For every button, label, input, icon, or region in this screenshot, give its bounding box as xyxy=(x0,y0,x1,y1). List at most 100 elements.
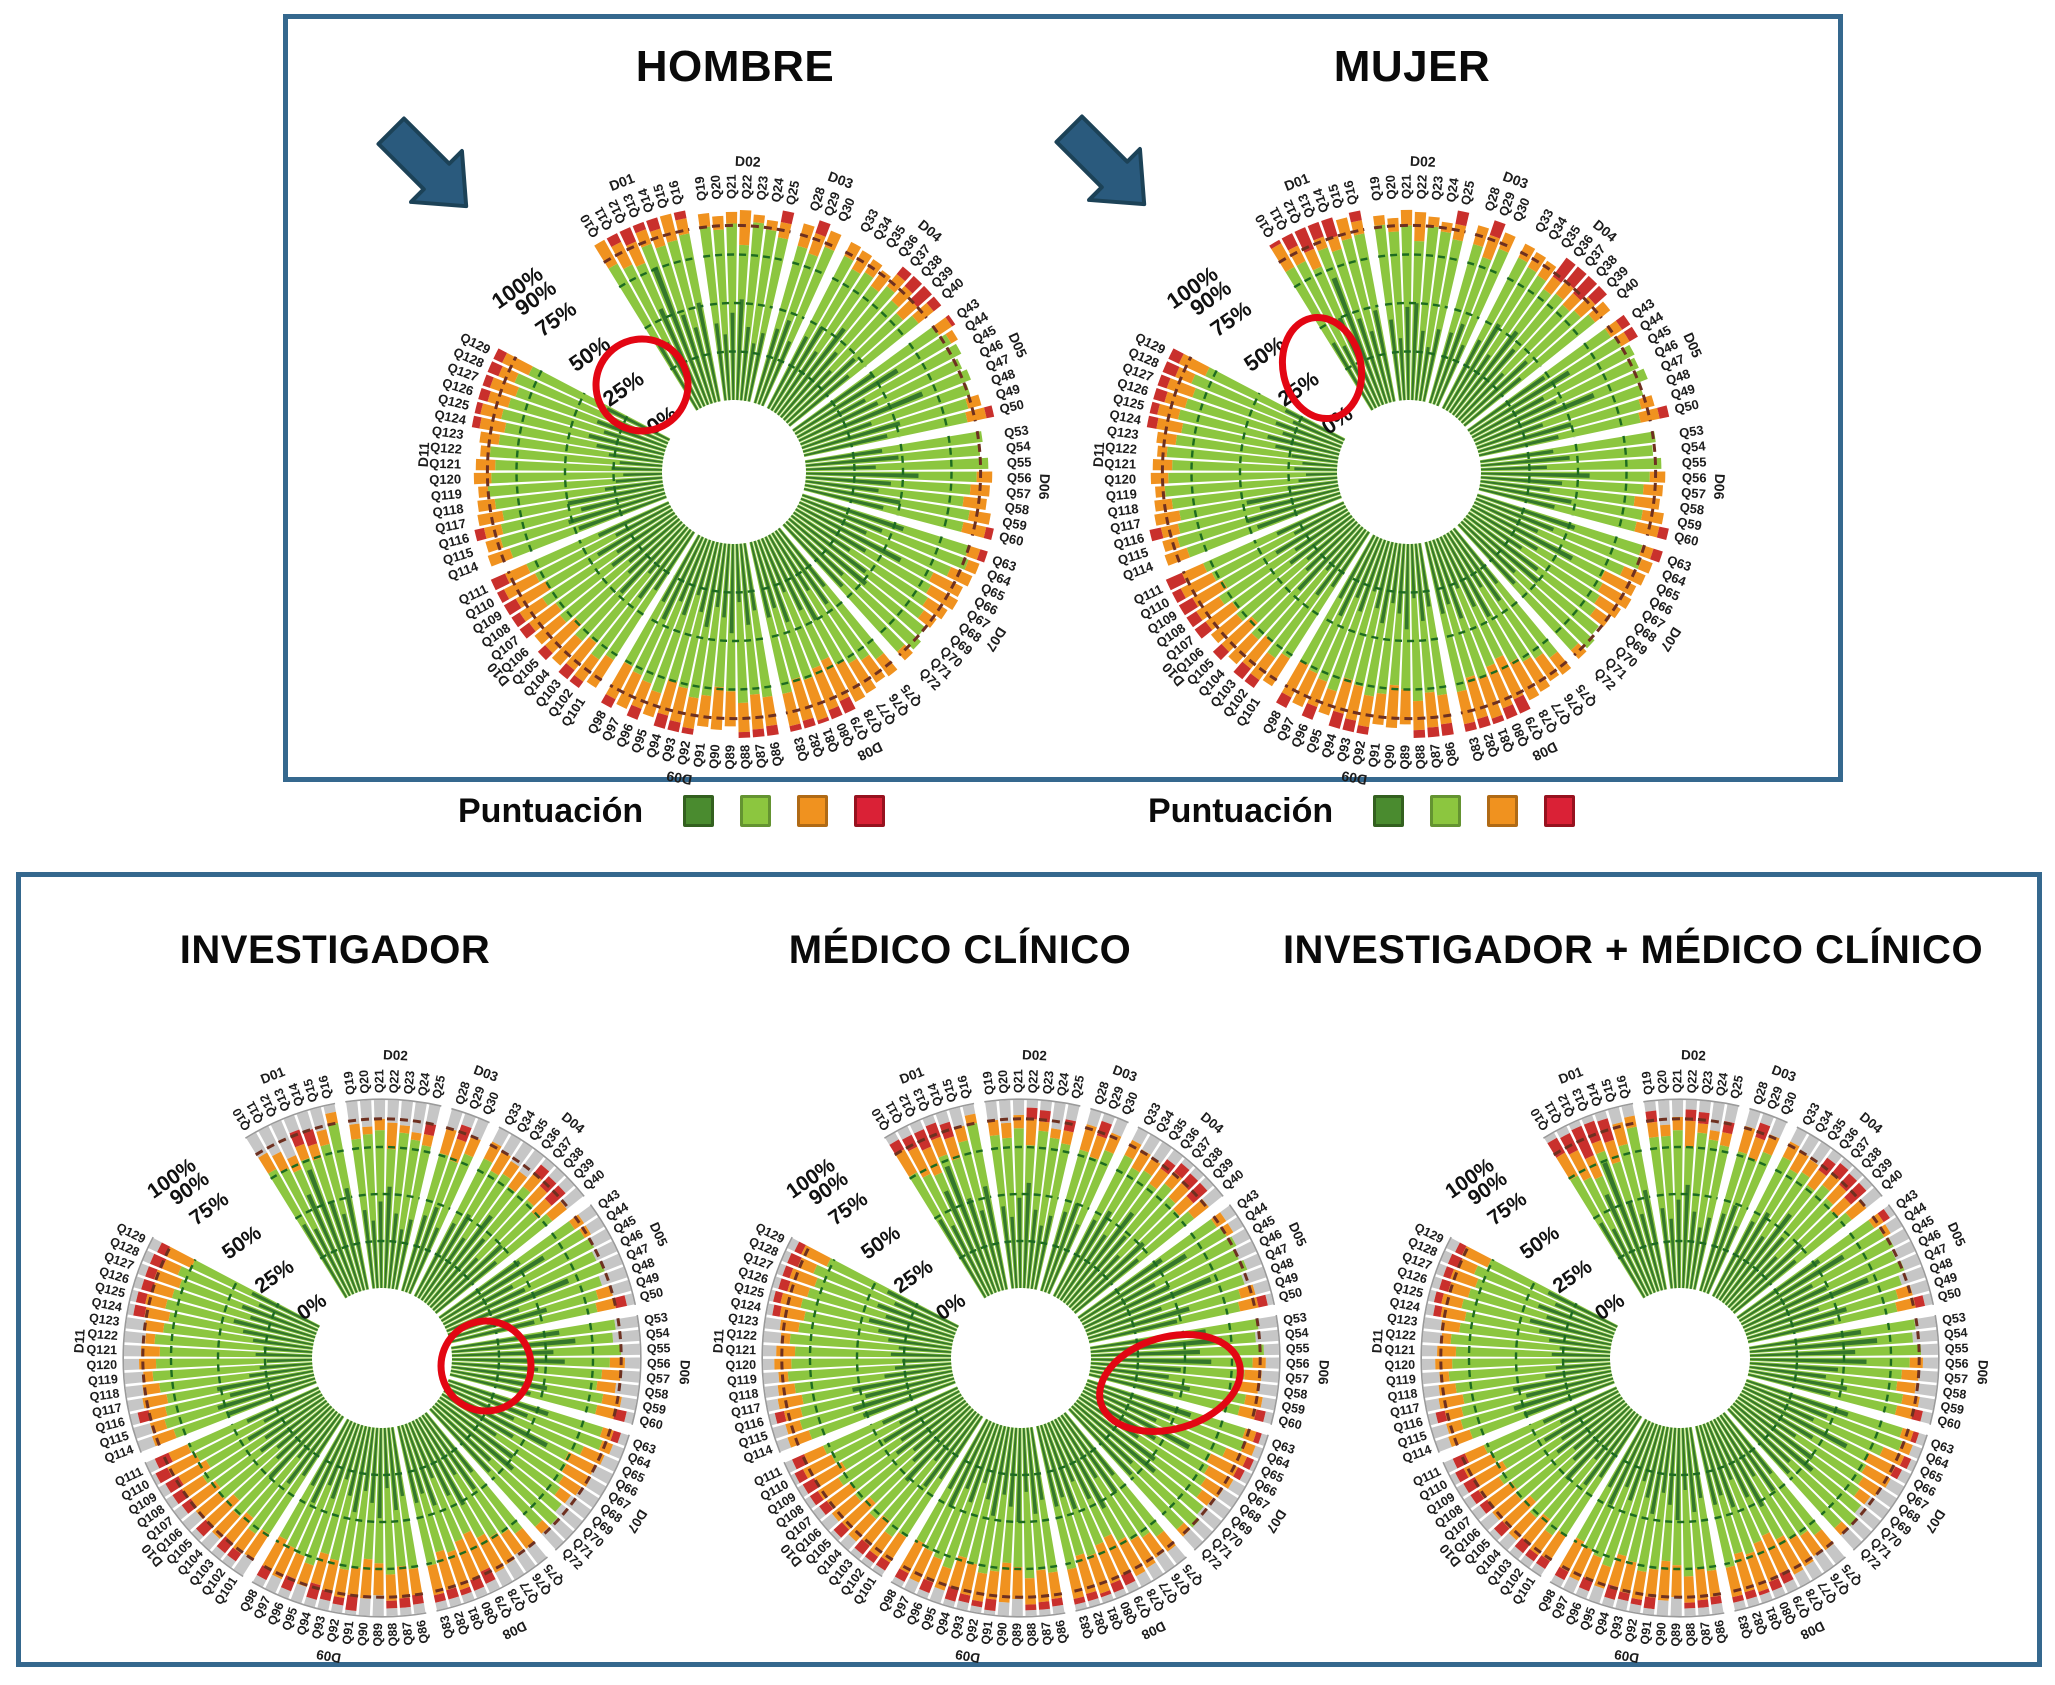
svg-text:Q22: Q22 xyxy=(1685,1069,1700,1093)
chart-title-mujer: MUJER xyxy=(1333,42,1491,91)
svg-text:Q120: Q120 xyxy=(86,1358,117,1373)
svg-text:Q117: Q117 xyxy=(434,516,467,537)
svg-text:D02: D02 xyxy=(1681,1047,1706,1063)
svg-text:Q124: Q124 xyxy=(1388,1295,1421,1315)
svg-text:Q86: Q86 xyxy=(767,741,785,768)
svg-text:Q25: Q25 xyxy=(783,179,803,206)
svg-text:D11: D11 xyxy=(1090,442,1107,468)
svg-text:Q15: Q15 xyxy=(1599,1077,1619,1103)
svg-text:Q59: Q59 xyxy=(641,1399,667,1417)
svg-text:Q94: Q94 xyxy=(294,1610,314,1637)
svg-text:Q25: Q25 xyxy=(1728,1074,1747,1100)
svg-text:Q59: Q59 xyxy=(1939,1399,1965,1417)
svg-text:Q90: Q90 xyxy=(994,1622,1010,1647)
svg-text:Q119: Q119 xyxy=(726,1372,757,1388)
score-swatch-dark-green xyxy=(683,795,715,827)
svg-text:Q16: Q16 xyxy=(955,1074,974,1100)
svg-text:0%: 0% xyxy=(1591,1289,1629,1325)
chart-title-investigador: INVESTIGADOR xyxy=(179,928,491,972)
svg-text:Q59: Q59 xyxy=(1280,1399,1306,1417)
svg-text:Q88: Q88 xyxy=(385,1622,400,1646)
svg-text:D01: D01 xyxy=(1282,170,1312,194)
svg-text:Q60: Q60 xyxy=(1673,529,1700,549)
svg-text:D06: D06 xyxy=(677,1360,693,1386)
svg-text:Q87: Q87 xyxy=(1698,1621,1714,1646)
svg-text:Q90: Q90 xyxy=(1653,1622,1669,1647)
svg-text:Q82: Q82 xyxy=(1090,1610,1110,1637)
svg-text:D07: D07 xyxy=(1263,1507,1289,1536)
svg-text:Q86: Q86 xyxy=(414,1619,431,1644)
svg-text:Q117: Q117 xyxy=(1109,516,1142,537)
svg-text:D09: D09 xyxy=(315,1647,342,1666)
svg-text:Q58: Q58 xyxy=(1942,1385,1967,1402)
svg-text:25%: 25% xyxy=(890,1255,938,1298)
svg-text:Q60: Q60 xyxy=(1936,1413,1962,1432)
svg-text:D04: D04 xyxy=(1198,1109,1227,1137)
svg-text:Q90: Q90 xyxy=(1381,744,1398,770)
svg-text:Q124: Q124 xyxy=(1108,407,1143,428)
highlight-circle xyxy=(437,1317,535,1415)
svg-text:Q57: Q57 xyxy=(1285,1371,1310,1387)
svg-text:D01: D01 xyxy=(258,1064,287,1087)
svg-text:Q91: Q91 xyxy=(690,742,708,768)
chart-title-hombre: HOMBRE xyxy=(635,42,835,91)
svg-text:Q50: Q50 xyxy=(1277,1285,1303,1304)
score-swatch-light-green xyxy=(1430,795,1462,827)
svg-text:Q59: Q59 xyxy=(1676,514,1703,533)
svg-text:D03: D03 xyxy=(1501,168,1531,192)
svg-text:D03: D03 xyxy=(826,168,856,192)
svg-text:Q82: Q82 xyxy=(1480,731,1501,759)
svg-text:Q93: Q93 xyxy=(309,1614,328,1640)
svg-text:Q16: Q16 xyxy=(1341,179,1361,206)
svg-text:Q22: Q22 xyxy=(1414,174,1430,199)
svg-text:Q58: Q58 xyxy=(1004,499,1030,517)
svg-text:Q93: Q93 xyxy=(1334,736,1354,763)
svg-text:Q53: Q53 xyxy=(643,1310,668,1327)
svg-text:D09: D09 xyxy=(1340,768,1368,788)
svg-text:Q15: Q15 xyxy=(301,1077,321,1103)
svg-text:Q15: Q15 xyxy=(1325,183,1346,211)
svg-text:Q118: Q118 xyxy=(89,1386,121,1404)
svg-text:Q23: Q23 xyxy=(1428,175,1445,201)
highlight-circle xyxy=(1278,313,1366,423)
svg-text:Q50: Q50 xyxy=(1673,396,1700,416)
svg-text:D08: D08 xyxy=(1798,1618,1827,1643)
svg-text:Q25: Q25 xyxy=(1458,179,1478,206)
svg-text:D05: D05 xyxy=(1945,1220,1969,1249)
svg-text:Q89: Q89 xyxy=(1010,1623,1024,1647)
svg-text:Q123: Q123 xyxy=(727,1311,759,1329)
svg-text:Q24: Q24 xyxy=(415,1072,432,1098)
svg-text:Q21: Q21 xyxy=(1399,174,1414,199)
svg-text:Q83: Q83 xyxy=(1466,736,1486,763)
arrow-icon xyxy=(376,116,469,209)
svg-text:Q55: Q55 xyxy=(1007,454,1032,470)
svg-text:Q88: Q88 xyxy=(1412,744,1428,769)
score-swatch-dark-green xyxy=(1373,795,1405,827)
svg-text:Q88: Q88 xyxy=(1024,1622,1039,1646)
svg-text:Q50: Q50 xyxy=(998,396,1025,416)
svg-text:Q57: Q57 xyxy=(1681,485,1707,502)
svg-text:Q57: Q57 xyxy=(1944,1371,1969,1387)
svg-text:Q21: Q21 xyxy=(724,174,739,199)
score-legend-left: Puntuación xyxy=(458,792,886,830)
chart-title-medico-clinico: MÉDICO CLÍNICO xyxy=(788,928,1132,972)
svg-text:Q23: Q23 xyxy=(1040,1070,1056,1095)
svg-text:Q87: Q87 xyxy=(400,1621,416,1646)
svg-text:Q92: Q92 xyxy=(674,739,693,766)
svg-text:Q14: Q14 xyxy=(1309,186,1331,215)
svg-text:Q120: Q120 xyxy=(429,471,461,487)
svg-text:Q91: Q91 xyxy=(1365,742,1383,768)
svg-text:Q49: Q49 xyxy=(1273,1270,1300,1290)
svg-text:Q87: Q87 xyxy=(752,743,769,769)
svg-text:50%: 50% xyxy=(857,1221,905,1264)
svg-text:Q16: Q16 xyxy=(316,1074,335,1100)
bars-group xyxy=(471,209,995,738)
score-swatch-red xyxy=(1544,795,1576,827)
svg-text:Q49: Q49 xyxy=(634,1270,661,1290)
svg-text:Q14: Q14 xyxy=(1584,1081,1605,1108)
svg-text:Q90: Q90 xyxy=(355,1622,371,1647)
svg-text:D04: D04 xyxy=(559,1109,588,1137)
svg-text:Q20: Q20 xyxy=(357,1069,372,1094)
legend-label: Puntuación xyxy=(1148,791,1334,830)
